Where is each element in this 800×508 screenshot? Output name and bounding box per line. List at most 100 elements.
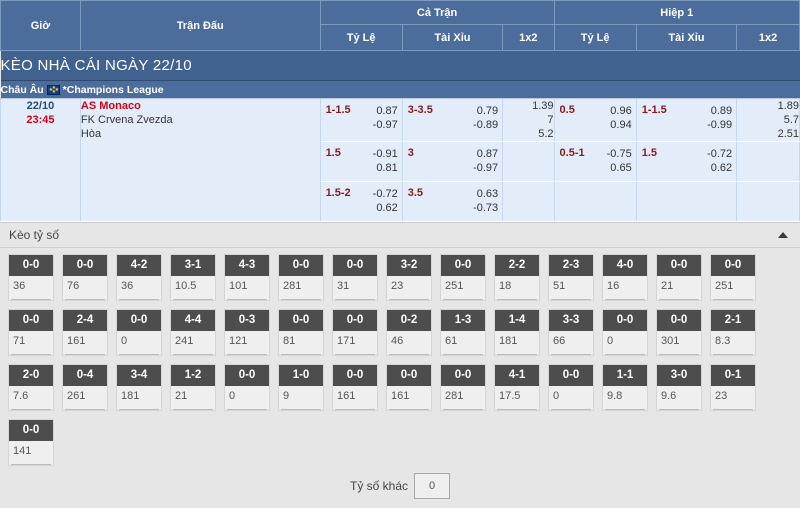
score-tile[interactable]: 0-0 141 xyxy=(8,419,54,466)
score-tile-odds[interactable]: 21 xyxy=(171,386,215,406)
score-tile[interactable]: 0-0 21 xyxy=(656,254,702,301)
score-tile-odds[interactable]: 9.8 xyxy=(603,386,647,406)
score-tile-odds[interactable]: 281 xyxy=(441,386,485,406)
score-tile-odds[interactable]: 251 xyxy=(711,276,755,296)
score-tile[interactable]: 0-3 121 xyxy=(224,309,270,356)
other-score-value[interactable]: 0 xyxy=(414,473,451,499)
caret-up-icon[interactable] xyxy=(778,232,788,238)
score-tile-odds[interactable]: 36 xyxy=(117,276,161,296)
score-tile-odds[interactable]: 16 xyxy=(603,276,647,296)
full-1x2-home[interactable]: 1.39 xyxy=(532,100,554,112)
column-header-full-1x2[interactable]: 1x2 xyxy=(502,24,555,51)
score-tile[interactable]: 2-4 161 xyxy=(62,309,108,356)
score-tile[interactable]: 2-0 7.6 xyxy=(8,364,54,411)
full-ou-cell-2[interactable]: 3 0.87 -0.97 xyxy=(401,141,504,182)
score-tile-odds[interactable]: 101 xyxy=(225,276,269,296)
score-tile[interactable]: 1-1 9.8 xyxy=(602,364,648,411)
score-tile-odds[interactable]: 261 xyxy=(63,386,107,406)
full-1x2-away[interactable]: 5.2 xyxy=(538,128,554,140)
score-tile-odds[interactable]: 9.6 xyxy=(657,386,701,406)
score-tile-odds[interactable]: 7.6 xyxy=(9,386,53,406)
score-tile-odds[interactable]: 241 xyxy=(171,331,215,351)
score-tile[interactable]: 3-2 23 xyxy=(386,254,432,301)
score-tile[interactable]: 1-3 61 xyxy=(440,309,486,356)
score-tile[interactable]: 0-0 0 xyxy=(548,364,594,411)
half-1x2-cell[interactable]: 1.89 5.7 2.51 xyxy=(736,98,800,142)
score-tile[interactable]: 0-0 171 xyxy=(332,309,378,356)
full-1x2-cell[interactable]: 1.39 7 5.2 xyxy=(502,98,555,142)
score-tile[interactable]: 0-0 0 xyxy=(602,309,648,356)
score-tile[interactable]: 4-2 36 xyxy=(116,254,162,301)
full-ou-odd-under-3[interactable]: -0.73 xyxy=(473,202,499,214)
full-ou-odd-under-2[interactable]: -0.97 xyxy=(473,162,499,174)
half-ou-odd-under-2[interactable]: 0.62 xyxy=(710,162,733,174)
column-header-full-handicap[interactable]: Tỷ Lệ xyxy=(319,24,403,51)
full-ou-cell-3[interactable]: 3.5 0.63 -0.73 xyxy=(401,181,504,222)
score-tile[interactable]: 3-0 9.6 xyxy=(656,364,702,411)
column-header-half-1x2[interactable]: 1x2 xyxy=(736,24,800,51)
score-tile-odds[interactable]: 23 xyxy=(711,386,755,406)
score-tile[interactable]: 1-4 181 xyxy=(494,309,540,356)
half-handicap-odd-home-2[interactable]: -0.75 xyxy=(606,148,632,160)
half-handicap-odd-away-2[interactable]: 0.65 xyxy=(610,162,632,174)
score-tile-odds[interactable]: 141 xyxy=(9,441,53,461)
score-tile[interactable]: 0-0 301 xyxy=(656,309,702,356)
score-tile-odds[interactable]: 51 xyxy=(549,276,593,296)
column-header-full-overunder[interactable]: Tài Xỉu xyxy=(401,24,504,51)
score-tile-odds[interactable]: 181 xyxy=(495,331,539,351)
full-handicap-cell-3[interactable]: 1.5-2 -0.72 0.62 xyxy=(319,181,403,222)
full-handicap-cell-1[interactable]: 1-1.5 0.87 -0.97 xyxy=(319,98,403,142)
table-row[interactable]: 22/10 23:45 AS Monaco FK Crvena Zvezda H… xyxy=(0,98,800,222)
column-header-half-overunder[interactable]: Tài Xỉu xyxy=(635,24,738,51)
score-tile[interactable]: 1-2 21 xyxy=(170,364,216,411)
score-tile[interactable]: 4-0 16 xyxy=(602,254,648,301)
score-tile[interactable]: 3-1 10.5 xyxy=(170,254,216,301)
score-tile[interactable]: 0-0 31 xyxy=(332,254,378,301)
full-ou-odd-over-3[interactable]: 0.63 xyxy=(476,188,499,200)
score-tile-odds[interactable]: 8.3 xyxy=(711,331,755,351)
score-tile-odds[interactable]: 161 xyxy=(387,386,431,406)
score-tile[interactable]: 0-2 46 xyxy=(386,309,432,356)
score-tile-odds[interactable]: 301 xyxy=(657,331,701,351)
score-tile[interactable]: 0-0 251 xyxy=(440,254,486,301)
half-ou-cell-2[interactable]: 1.5 -0.72 0.62 xyxy=(635,141,738,182)
full-handicap-odd-away-3[interactable]: 0.62 xyxy=(376,202,398,214)
score-tile[interactable]: 3-3 66 xyxy=(548,309,594,356)
score-tile-odds[interactable]: 251 xyxy=(441,276,485,296)
score-tile-odds[interactable]: 21 xyxy=(657,276,701,296)
score-tile[interactable]: 0-1 23 xyxy=(710,364,756,411)
score-tile[interactable]: 2-1 8.3 xyxy=(710,309,756,356)
score-tile-odds[interactable]: 0 xyxy=(117,331,161,351)
score-tile[interactable]: 0-0 81 xyxy=(278,309,324,356)
score-tile-odds[interactable]: 9 xyxy=(279,386,323,406)
half-1x2-away[interactable]: 2.51 xyxy=(777,128,799,140)
score-tile-odds[interactable]: 71 xyxy=(9,331,53,351)
full-1x2-draw[interactable]: 7 xyxy=(547,114,554,126)
score-tile[interactable]: 0-0 251 xyxy=(710,254,756,301)
score-tile-odds[interactable]: 36 xyxy=(9,276,53,296)
score-tile-odds[interactable]: 76 xyxy=(63,276,107,296)
score-tile-odds[interactable]: 61 xyxy=(441,331,485,351)
full-handicap-odd-home-1[interactable]: 0.87 xyxy=(376,105,398,117)
full-handicap-odd-away-1[interactable]: -0.97 xyxy=(372,119,398,131)
score-tile-odds[interactable]: 17.5 xyxy=(495,386,539,406)
half-handicap-odd-home-1[interactable]: 0.96 xyxy=(610,105,632,117)
score-tile[interactable]: 0-0 36 xyxy=(8,254,54,301)
score-tile-odds[interactable]: 31 xyxy=(333,276,377,296)
score-tile-odds[interactable]: 281 xyxy=(279,276,323,296)
score-tile-odds[interactable]: 121 xyxy=(225,331,269,351)
full-ou-odd-over-1[interactable]: 0.79 xyxy=(476,105,499,117)
column-header-match[interactable]: Trận Đấu xyxy=(79,0,321,51)
score-tile-odds[interactable]: 161 xyxy=(333,386,377,406)
column-header-time[interactable]: Giờ xyxy=(0,0,81,51)
score-tile-odds[interactable]: 161 xyxy=(63,331,107,351)
score-tile[interactable]: 0-4 261 xyxy=(62,364,108,411)
full-handicap-cell-2[interactable]: 1.5 -0.91 0.81 xyxy=(319,141,403,182)
half-ou-odd-over-1[interactable]: 0.89 xyxy=(710,105,733,117)
score-tile[interactable]: 4-3 101 xyxy=(224,254,270,301)
table-row[interactable]: 1.5-2 -0.72 0.62 3.5 0.63 -0.73 xyxy=(1,181,800,222)
score-section-header[interactable]: Kèo tỷ số xyxy=(0,222,800,248)
half-handicap-odd-away-1[interactable]: 0.94 xyxy=(610,119,632,131)
half-1x2-home[interactable]: 1.89 xyxy=(777,100,799,112)
full-handicap-odd-home-3[interactable]: -0.72 xyxy=(372,188,398,200)
